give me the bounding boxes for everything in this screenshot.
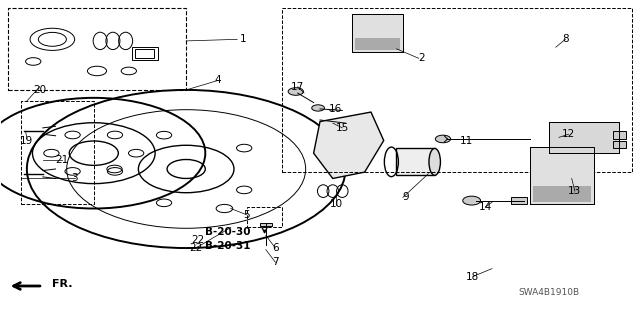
Text: 4: 4 — [215, 76, 221, 85]
Circle shape — [435, 135, 451, 143]
Circle shape — [463, 196, 481, 205]
Text: 15: 15 — [335, 123, 349, 133]
Polygon shape — [534, 186, 591, 202]
Text: 6: 6 — [272, 243, 278, 253]
Text: 19: 19 — [20, 136, 33, 145]
Text: 1: 1 — [240, 34, 247, 44]
Circle shape — [312, 105, 324, 111]
Bar — [132, 47, 157, 60]
Text: B-20-30: B-20-30 — [205, 227, 250, 237]
Bar — [246, 207, 282, 227]
Text: 21: 21 — [55, 154, 68, 165]
Bar — [613, 141, 626, 148]
Text: 13: 13 — [568, 186, 582, 196]
Text: 17: 17 — [291, 82, 305, 92]
Text: 20: 20 — [33, 85, 46, 95]
Polygon shape — [549, 122, 620, 153]
Text: FR.: FR. — [52, 279, 73, 289]
Text: SWA4B1910B: SWA4B1910B — [519, 288, 580, 297]
Bar — [613, 131, 626, 139]
Text: 10: 10 — [330, 199, 342, 209]
Text: B-20-31: B-20-31 — [205, 241, 250, 251]
Text: 9: 9 — [403, 192, 410, 203]
Polygon shape — [355, 38, 399, 50]
Text: 5: 5 — [243, 210, 250, 220]
Circle shape — [288, 88, 303, 95]
Text: 8: 8 — [562, 34, 569, 44]
Polygon shape — [352, 14, 403, 52]
Text: 16: 16 — [330, 104, 342, 114]
Polygon shape — [314, 112, 384, 178]
Text: 18: 18 — [467, 271, 479, 281]
Polygon shape — [531, 147, 594, 204]
Bar — [260, 223, 271, 226]
Bar — [282, 8, 632, 172]
Text: 11: 11 — [460, 136, 473, 145]
Bar — [135, 49, 154, 58]
Text: 12: 12 — [562, 129, 575, 139]
Bar — [8, 8, 186, 90]
Text: 2: 2 — [419, 53, 425, 63]
Text: 14: 14 — [479, 202, 492, 212]
Bar — [511, 197, 527, 204]
Text: 22: 22 — [191, 235, 204, 245]
Text: 3: 3 — [71, 174, 78, 183]
Bar — [396, 148, 435, 175]
Text: 7: 7 — [272, 257, 278, 267]
Text: 22: 22 — [189, 243, 202, 253]
Ellipse shape — [429, 148, 440, 175]
